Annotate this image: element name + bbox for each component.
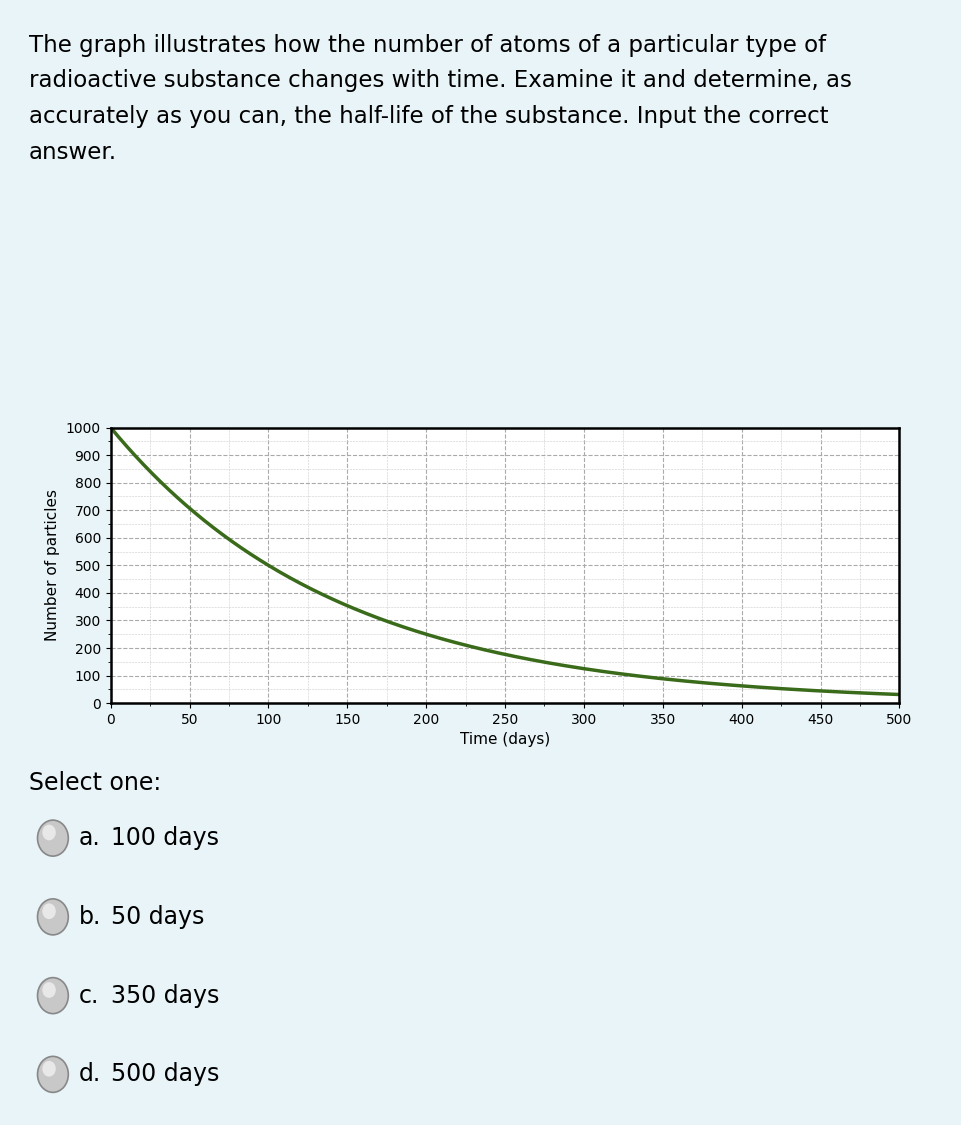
Text: a.: a. bbox=[79, 826, 101, 850]
Text: b.: b. bbox=[79, 904, 101, 929]
Text: 350 days: 350 days bbox=[111, 983, 219, 1008]
Text: 100 days: 100 days bbox=[111, 826, 218, 850]
Text: 500 days: 500 days bbox=[111, 1062, 219, 1087]
Y-axis label: Number of particles: Number of particles bbox=[45, 489, 61, 641]
Text: Select one:: Select one: bbox=[29, 771, 160, 794]
Text: d.: d. bbox=[79, 1062, 101, 1087]
Text: 50 days: 50 days bbox=[111, 904, 204, 929]
Text: c.: c. bbox=[79, 983, 99, 1008]
X-axis label: Time (days): Time (days) bbox=[459, 732, 550, 747]
Text: The graph illustrates how the number of atoms of a particular type of
radioactiv: The graph illustrates how the number of … bbox=[29, 34, 850, 163]
